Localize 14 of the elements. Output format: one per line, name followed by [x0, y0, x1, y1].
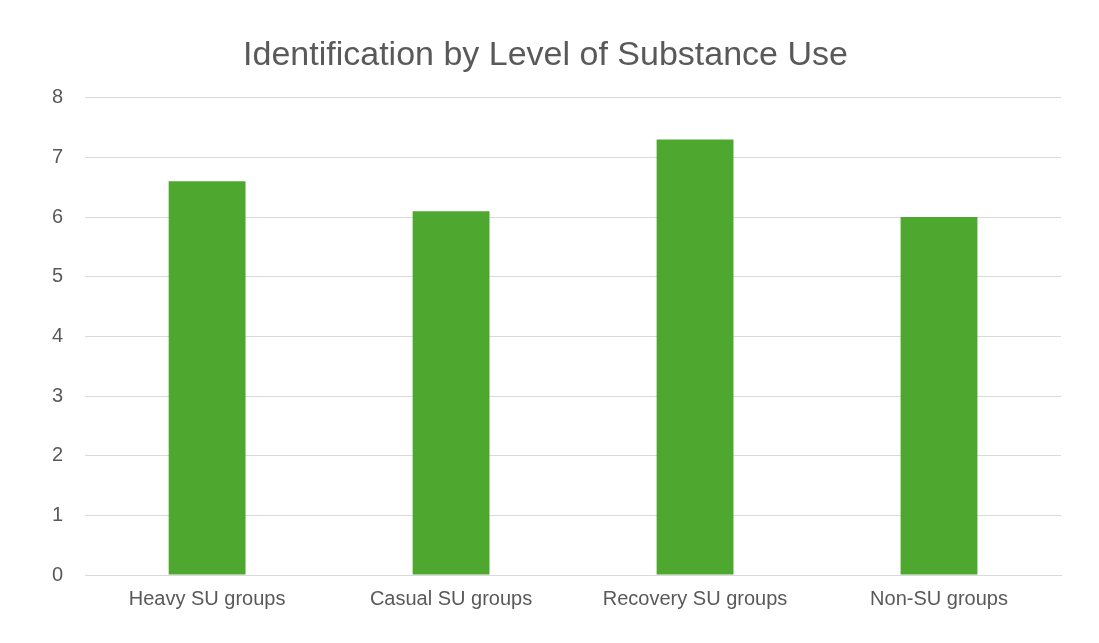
y-tick-label: 7	[52, 144, 64, 167]
x-tick-label: Casual SU groups	[369, 586, 533, 609]
y-tick-label: 3	[52, 383, 64, 406]
y-tick-label: 2	[52, 443, 64, 466]
y-tick-label: 6	[52, 204, 64, 227]
y-tick-label: 5	[52, 264, 64, 287]
y-tick-label: 1	[52, 502, 64, 525]
chart-title: Identification by Level of Substance Use	[243, 33, 848, 72]
y-tick-label: 4	[52, 323, 64, 346]
x-tick-label: Non-SU groups	[870, 586, 1008, 609]
x-tick-label: Heavy SU groups	[128, 586, 286, 609]
y-tick-label: 8	[52, 85, 64, 108]
y-tick-label: 0	[52, 562, 64, 585]
x-tick-label: Recovery SU groups	[602, 586, 788, 609]
